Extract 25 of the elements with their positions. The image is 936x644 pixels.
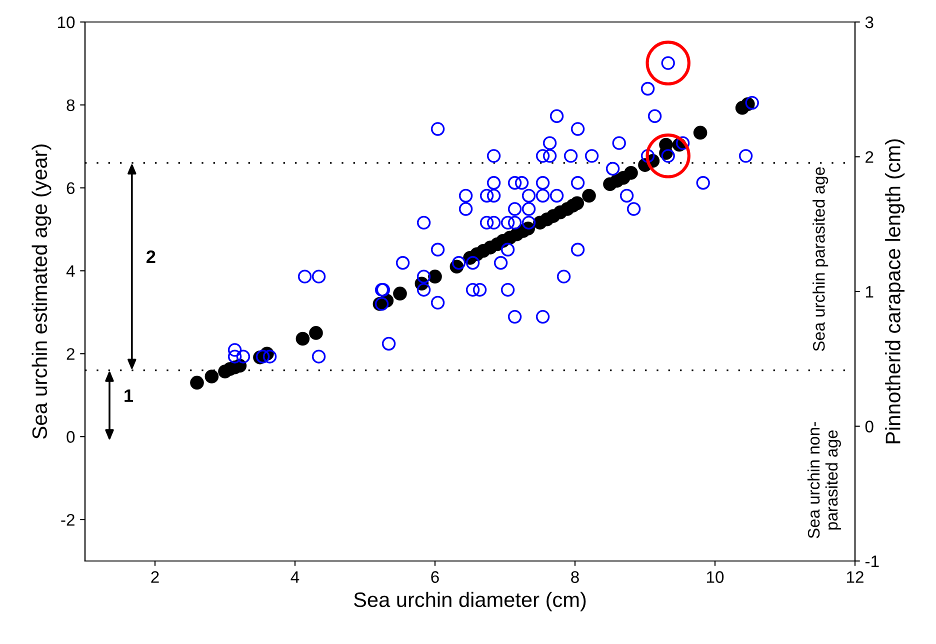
y-axis-title: Sea urchin estimated age (year) xyxy=(32,144,52,439)
x-tick-label: 12 xyxy=(847,571,864,583)
x-tick-label: 6 xyxy=(431,571,439,583)
y-tick-label: 6 xyxy=(66,182,75,194)
x-tick-label: 8 xyxy=(571,571,579,583)
y2-tick-label: 0 xyxy=(865,420,874,432)
y-tick-label: 0 xyxy=(66,431,75,443)
y2-tick-label: 2 xyxy=(866,151,874,163)
annotation: 2 xyxy=(146,250,156,263)
annotation: Sea urchin parasited age xyxy=(812,167,828,352)
y-tick-label: 8 xyxy=(66,99,75,112)
x-axis-title: Sea urchin diameter (cm) xyxy=(354,592,586,612)
x-tick-label: 4 xyxy=(290,571,300,583)
y-tick-label: 4 xyxy=(66,265,75,277)
y-tick-label: 2 xyxy=(66,348,74,360)
y2-axis-title: Pinnotherid carapace length (cm) xyxy=(885,139,905,444)
annotation: Sea urchin non-parasited age xyxy=(807,422,841,538)
y2-tick-label: 1 xyxy=(866,286,874,298)
x-tick-label: 2 xyxy=(151,571,159,583)
y2-tick-label: -1 xyxy=(865,556,879,568)
annotation: 1 xyxy=(124,389,134,402)
x-tick-label: 10 xyxy=(707,571,724,583)
y-tick-label: 10 xyxy=(58,16,75,28)
y2-tick-label: 3 xyxy=(865,16,874,28)
y-tick-label: -2 xyxy=(61,514,74,526)
